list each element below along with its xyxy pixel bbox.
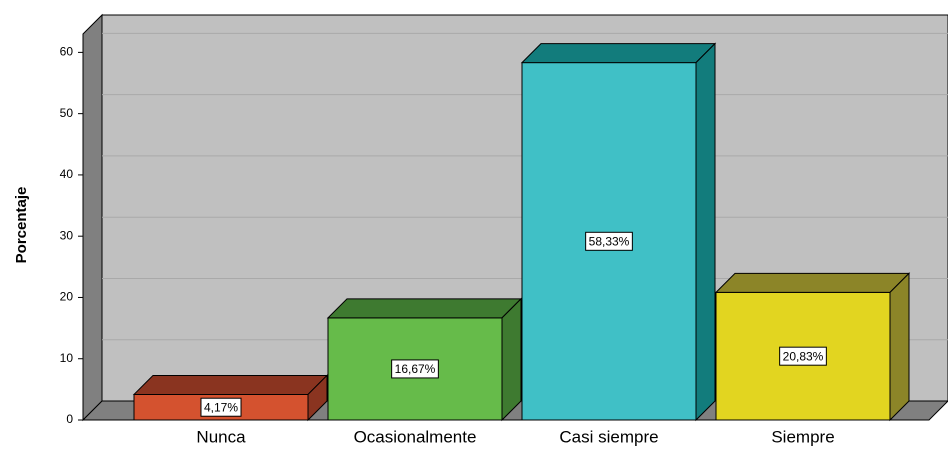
bar-top	[714, 272, 911, 293]
x-tick-label: Ocasionalmente	[354, 427, 477, 446]
value-label: 16,67%	[395, 362, 436, 376]
y-tick-label: 40	[60, 167, 74, 181]
value-label-box	[200, 397, 242, 417]
y-tick-label: 20	[60, 290, 74, 304]
x-tick-label: Siempre	[771, 427, 834, 446]
bar-top	[326, 298, 523, 319]
x-tick-label: Nunca	[196, 427, 246, 446]
y-tick-label: 50	[60, 106, 74, 120]
bar-top	[520, 43, 717, 64]
bar-side	[889, 272, 910, 422]
bar-side	[307, 374, 328, 422]
value-label: 4,17%	[204, 400, 238, 414]
bar-top	[132, 374, 329, 395]
value-label-box	[779, 346, 827, 366]
y-tick-label: 30	[60, 228, 74, 242]
left-wall	[82, 13, 103, 422]
value-label-box	[585, 231, 633, 251]
y-tick-label: 10	[60, 351, 74, 365]
bar-side	[501, 297, 522, 422]
value-label: 20,83%	[783, 349, 824, 363]
value-label-box	[391, 359, 439, 379]
y-tick-label: 60	[60, 45, 74, 59]
x-tick-label: Casi siempre	[559, 427, 658, 446]
y-axis-label: Porcentaje	[13, 187, 30, 264]
bar-side	[695, 42, 716, 422]
value-label: 58,33%	[589, 234, 630, 248]
y-tick-label: 0	[66, 412, 73, 426]
